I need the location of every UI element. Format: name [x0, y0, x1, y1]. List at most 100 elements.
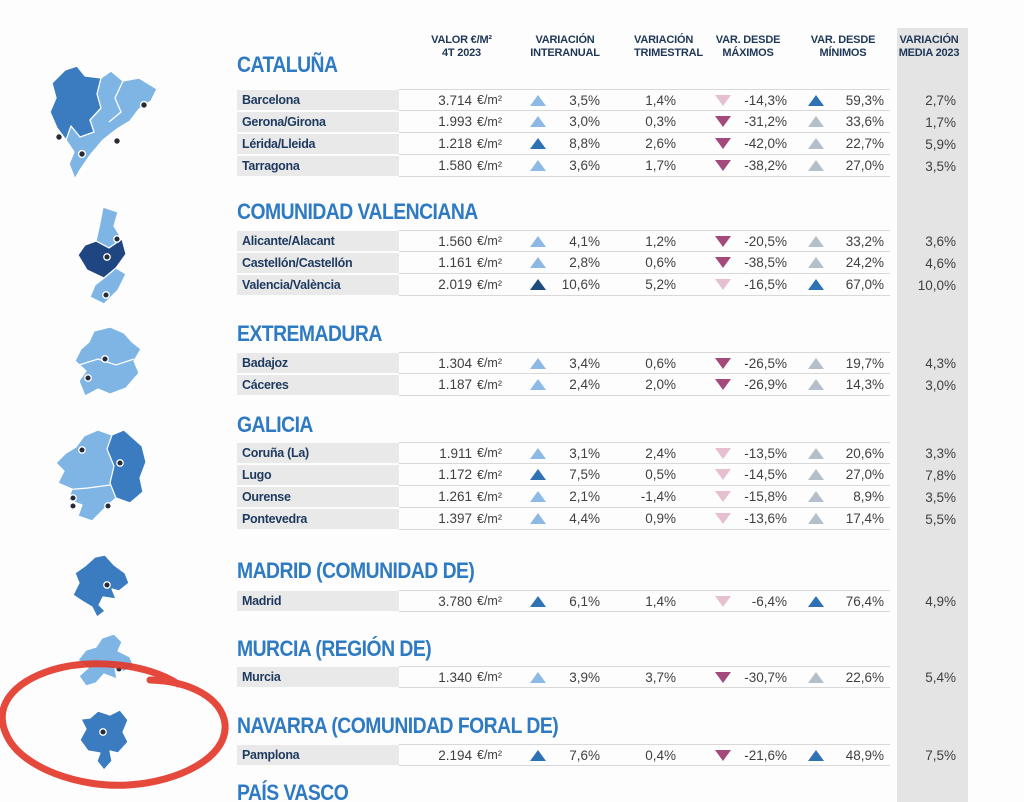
- var-minimos-value: 67,0%: [845, 277, 884, 292]
- table-row: Cáceres 1.187 €/m² 2,4% 2,0% -26,9% 14,3% 3,0%: [237, 374, 968, 396]
- var-minimos-cell: 14,3%: [790, 374, 890, 396]
- var-maximos-value: -21,6%: [744, 747, 787, 763]
- trend-up-icon: [530, 279, 546, 290]
- var-minimos-value: 33,2%: [845, 233, 884, 249]
- var-maximos-cell: -42,0%: [682, 133, 790, 155]
- interanual-cell: 4,4%: [506, 508, 610, 530]
- valor-cell: 1.187 €/m²: [399, 374, 506, 396]
- trend-up-icon: [808, 235, 824, 247]
- interanual-cell: 3,6%: [506, 155, 610, 177]
- province-label: Gerona/Girona: [237, 112, 399, 132]
- var-maximos-value: -38,5%: [744, 255, 787, 270]
- trend-down-icon: [715, 749, 731, 761]
- interanual-value: 3,9%: [569, 669, 600, 685]
- trend-up-icon: [530, 749, 546, 761]
- trend-up-icon: [530, 257, 546, 268]
- trend-down-icon: [715, 257, 731, 268]
- trend-up-icon: [530, 235, 546, 247]
- var-maximos-value: -15,8%: [744, 489, 787, 504]
- province-label: Lérida/Lleida: [237, 134, 399, 154]
- section-rows: Coruña (La) 1.911 €/m² 3,1% 2,4% -13,5% 20,6% 3…: [237, 442, 968, 530]
- trend-down-icon: [715, 357, 731, 369]
- valor-value: 1.304: [438, 355, 472, 371]
- trend-up-icon: [530, 513, 546, 524]
- column-header-valor: VALOR €/M² 4T 2023: [399, 34, 506, 60]
- valor-unit: €/m²: [477, 234, 502, 248]
- media-2023-cell: 5,9%: [925, 136, 956, 152]
- trimestral-cell: 1,7%: [610, 155, 682, 177]
- var-maximos-value: -14,3%: [744, 92, 787, 108]
- media-2023-cell: 1,7%: [925, 114, 956, 130]
- var-maximos-value: -13,6%: [744, 511, 787, 526]
- interanual-value: 7,6%: [569, 747, 600, 763]
- valor-cell: 1.218 €/m²: [399, 133, 506, 155]
- trend-up-icon: [808, 671, 824, 683]
- trend-up-icon: [808, 116, 824, 127]
- interanual-cell: 7,5%: [506, 464, 610, 486]
- valor-cell: 2.019 €/m²: [399, 274, 506, 296]
- trend-up-icon: [808, 160, 824, 171]
- trend-down-icon: [715, 235, 731, 247]
- trend-down-icon: [715, 379, 731, 390]
- region-map-galicia: [55, 429, 147, 522]
- var-minimos-value: 27,0%: [845, 158, 884, 173]
- interanual-value: 6,1%: [569, 593, 600, 609]
- var-maximos-value: -16,5%: [744, 277, 787, 292]
- var-maximos-cell: -14,5%: [682, 464, 790, 486]
- var-maximos-cell: -20,5%: [682, 230, 790, 252]
- table-row: Murcia 1.340 €/m² 3,9% 3,7% -30,7% 22,6% 5,4%: [237, 666, 968, 688]
- var-maximos-cell: -30,7%: [682, 666, 790, 688]
- valor-value: 1.218: [438, 136, 472, 151]
- var-maximos-value: -30,7%: [744, 669, 787, 685]
- media-2023-cell: 4,3%: [925, 355, 956, 371]
- var-minimos-value: 48,9%: [845, 747, 884, 763]
- interanual-cell: 10,6%: [506, 274, 610, 296]
- section-rows: Murcia 1.340 €/m² 3,9% 3,7% -30,7% 22,6% 5,4%: [237, 666, 968, 688]
- var-minimos-value: 22,6%: [845, 669, 884, 685]
- var-maximos-cell: -26,9%: [682, 374, 790, 396]
- section-title-7: NAVARRA (COMUNIDAD FORAL DE): [237, 713, 559, 738]
- column-header-line: VARIACIÓN: [899, 34, 959, 46]
- trimestral-cell: 0,4%: [610, 744, 682, 766]
- column-header-line: VALOR €/M²: [431, 34, 492, 46]
- region-map-navarra: [79, 709, 129, 771]
- valor-cell: 1.911 €/m²: [399, 442, 506, 464]
- trend-up-icon: [530, 116, 546, 127]
- valor-value: 2.019: [438, 277, 472, 292]
- section-title-3: EXTREMADURA: [237, 321, 382, 346]
- trend-down-icon: [715, 94, 731, 106]
- var-minimos-cell: 27,0%: [790, 464, 890, 486]
- interanual-value: 2,1%: [569, 489, 600, 504]
- var-minimos-value: 33,6%: [845, 114, 884, 129]
- trend-up-icon: [808, 469, 824, 480]
- valor-unit: €/m²: [477, 93, 502, 107]
- var-minimos-value: 19,7%: [845, 355, 884, 371]
- column-header-line: VARIACIÓN: [634, 34, 694, 46]
- var-maximos-value: -31,2%: [744, 114, 787, 129]
- interanual-value: 3,1%: [569, 445, 600, 461]
- trimestral-cell: 2,4%: [610, 442, 682, 464]
- region-map-valenciana: [77, 206, 127, 305]
- valor-cell: 1.304 €/m²: [399, 352, 506, 374]
- section-rows: Pamplona 2.194 €/m² 7,6% 0,4% -21,6% 48,9% 7,5%: [237, 744, 968, 766]
- var-minimos-value: 14,3%: [845, 377, 884, 392]
- valor-unit: €/m²: [477, 748, 502, 762]
- valor-value: 1.911: [439, 445, 472, 461]
- media-2023-cell: 7,5%: [925, 747, 956, 763]
- table-row: Valencia/València 2.019 €/m² 10,6% 5,2% -16,5…: [237, 274, 968, 296]
- valor-unit: €/m²: [477, 467, 502, 482]
- var-minimos-cell: 48,9%: [790, 744, 890, 766]
- media-2023-cell: 3,3%: [925, 445, 956, 461]
- valor-value: 2.194: [438, 747, 472, 763]
- var-maximos-value: -14,5%: [744, 467, 787, 482]
- column-header-line: 4T 2023: [442, 47, 481, 59]
- trend-up-icon: [530, 160, 546, 171]
- section-rows: Madrid 3.780 €/m² 6,1% 1,4% -6,4% 76,4% 4,9%: [237, 590, 968, 612]
- column-header-minimos: VAR. DESDE MÍNIMOS: [790, 34, 890, 60]
- table-row: Pontevedra 1.397 €/m² 4,4% 0,9% -13,6% 17,4% 5,…: [237, 508, 968, 530]
- table-row: Ourense 1.261 €/m² 2,1% -1,4% -15,8% 8,9% 3,5%: [237, 486, 968, 508]
- valor-cell: 1.580 €/m²: [399, 155, 506, 177]
- media-2023-cell: 4,9%: [925, 593, 956, 609]
- trimestral-cell: 2,0%: [610, 374, 682, 396]
- table-row: Badajoz 1.304 €/m² 3,4% 0,6% -26,5% 19,7% 4,3%: [237, 352, 968, 374]
